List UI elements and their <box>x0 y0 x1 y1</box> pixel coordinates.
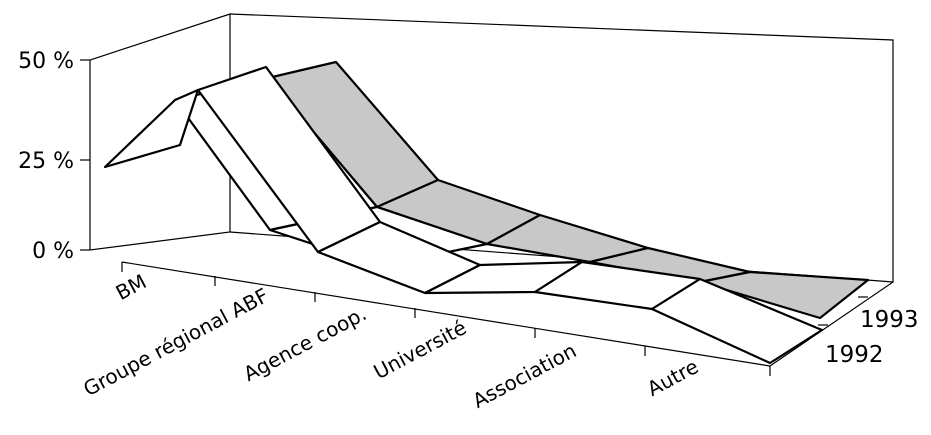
x-label-association: Association <box>469 338 581 413</box>
x-label-agence-coop: Agence coop. <box>239 301 370 386</box>
depth-axis <box>818 296 868 326</box>
series-label-1992: 1992 <box>825 342 884 368</box>
x-axis-ticks <box>121 262 771 376</box>
floor-front-edge <box>121 261 771 367</box>
floor-right-edge <box>769 281 894 367</box>
y-tick-label-50: 50 % <box>18 49 74 74</box>
y-tick-label-25: 25 % <box>18 149 74 174</box>
x-label-universite: Université <box>370 315 471 384</box>
y-tick-label-0: 0 % <box>32 239 74 264</box>
ribbon-back-seg-5 <box>698 270 870 320</box>
x-label-bm: BM <box>112 269 151 305</box>
ribbon-1992-seg-5 <box>650 277 824 365</box>
series-label-1993: 1993 <box>860 307 919 333</box>
x-label-groupe-regional: Groupe régional ABF <box>79 283 272 401</box>
series-back-ribbon <box>266 60 870 320</box>
ribbon-1992-seg-0 <box>103 88 200 169</box>
y-axis <box>80 59 90 251</box>
series-1992-ribbon <box>103 65 824 365</box>
x-label-autre: Autre <box>643 354 702 401</box>
